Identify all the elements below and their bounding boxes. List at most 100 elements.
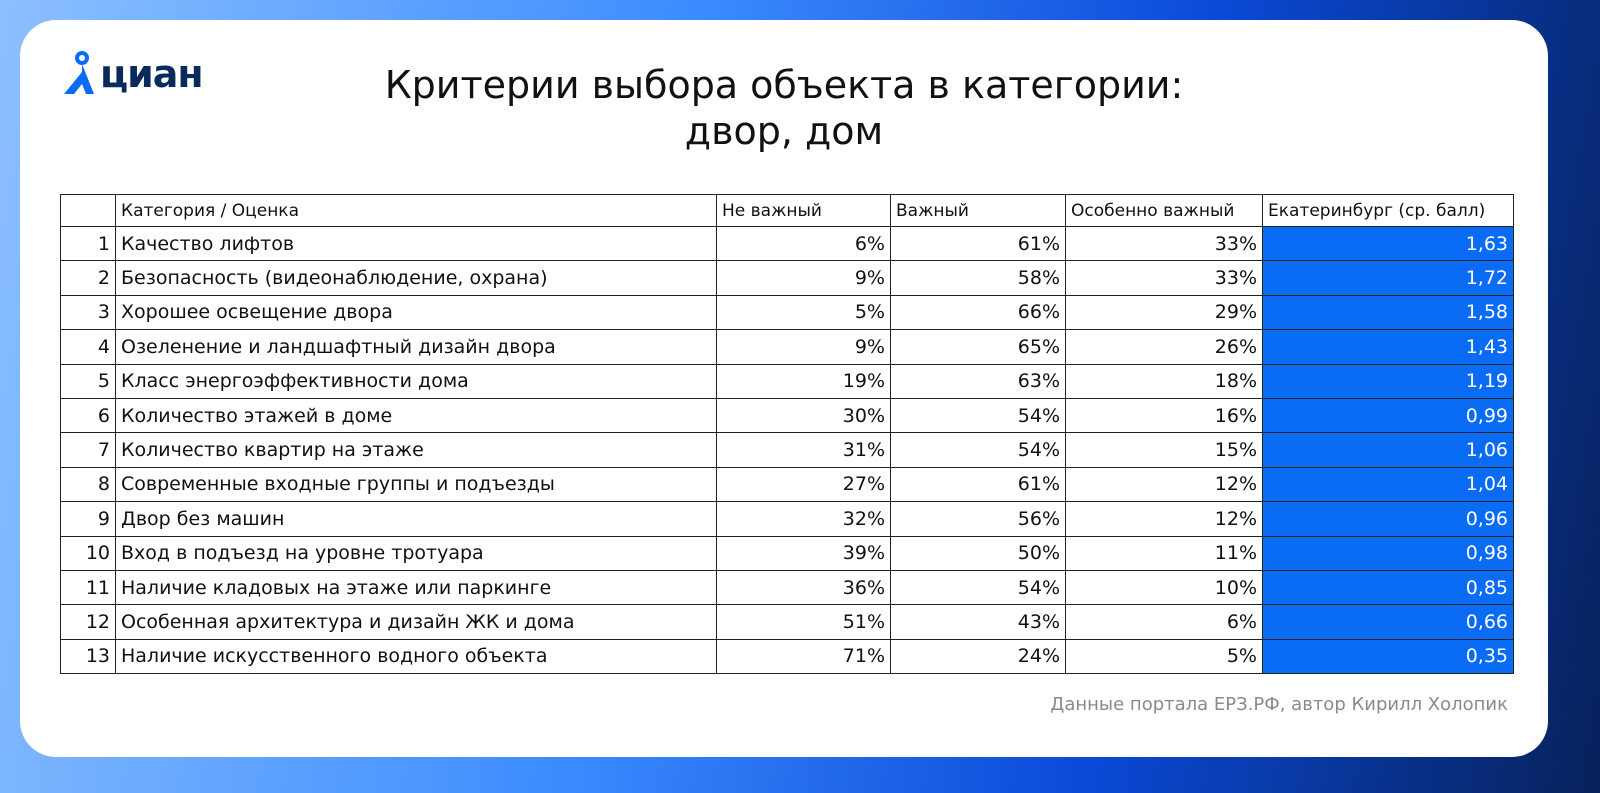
table-cell: 19%	[716, 363, 891, 399]
table-cell: 33%	[1065, 260, 1263, 296]
table-cell: 0,85	[1262, 569, 1514, 606]
table-cell: 1	[60, 225, 116, 262]
table-cell: 63%	[890, 363, 1066, 399]
table-cell: 51%	[716, 604, 891, 640]
table-row: 6 Количество этажей в доме 30% 54% 16% 0,99	[60, 397, 1514, 434]
table-cell: Двор без машин	[115, 501, 717, 537]
table-cell: 33%	[1065, 225, 1263, 262]
table-cell: 24%	[890, 638, 1066, 675]
table-cell: 65%	[890, 329, 1066, 365]
card: циан Критерии выбора объекта в категории…	[20, 20, 1548, 757]
table-cell: 36%	[716, 569, 891, 606]
table-cell: 16%	[1065, 397, 1263, 434]
title-line: Критерии выбора объекта в категории:	[384, 63, 1184, 107]
table: Категория / Оценка Не важный Важный Особенн…	[60, 194, 1514, 675]
table-cell: 8	[60, 466, 116, 503]
table-cell: 1,06	[1262, 432, 1514, 468]
table-cell: 6	[60, 397, 116, 434]
table-cell: 6%	[716, 225, 891, 262]
table-cell: 12%	[1065, 466, 1263, 503]
table-row: 1 Качество лифтов 6% 61% 33% 1,63	[60, 225, 1514, 262]
table-cell: 9%	[716, 260, 891, 296]
table-cell: Особенная архитектура и дизайн ЖК и дома	[115, 604, 717, 640]
table-cell: 54%	[890, 569, 1066, 606]
table-cell: 0,96	[1262, 501, 1514, 537]
table-cell: 11%	[1065, 535, 1263, 571]
table-cell: 56%	[890, 501, 1066, 537]
logo-icon	[64, 51, 94, 94]
table-cell: Количество квартир на этаже	[115, 432, 717, 468]
table-row: 7 Количество квартир на этаже 31% 54% 15% 1,0…	[60, 432, 1514, 468]
table-cell: 50%	[890, 535, 1066, 571]
table-cell: Класс энергоэффективности дома	[115, 363, 717, 399]
table-cell: Количество этажей в доме	[115, 397, 717, 434]
table-cell: Хорошее освещение двора	[115, 294, 717, 331]
table-row: 2 Безопасность (видеонаблюдение, охрана) 9…	[60, 260, 1514, 296]
table-cell: 0,66	[1262, 604, 1514, 640]
table-body: Категория / Оценка Не важный Важный Особенн…	[60, 194, 1514, 675]
table-cell: 6%	[1065, 604, 1263, 640]
source: Данные портала ЕРЗ.РФ, автор Кирилл Холо…	[1050, 694, 1508, 715]
table-cell: 30%	[716, 397, 891, 434]
table-cell: 27%	[716, 466, 891, 503]
table-cell: Современные входные группы и подъезды	[115, 466, 717, 503]
table-cell: 5	[60, 363, 116, 399]
table-cell: 0,35	[1262, 638, 1514, 675]
table-cell: 32%	[716, 501, 891, 537]
table-cell: 1,72	[1262, 260, 1514, 296]
table-row: 3 Хорошее освещение двора 5% 66% 29% 1,58	[60, 294, 1514, 331]
table-row: 10 Вход в подъезд на уровне тротуара 39% 50…	[60, 535, 1514, 571]
table-row: 12 Особенная архитектура и дизайн ЖК и до…	[60, 604, 1514, 640]
table-cell: 0,98	[1262, 535, 1514, 571]
table-cell: 31%	[716, 432, 891, 468]
table-row: 13 Наличие искусственного водного объекта…	[60, 638, 1514, 675]
table-cell: 43%	[890, 604, 1066, 640]
header-cell: Особенно важный	[1065, 194, 1263, 227]
header-row: Категория / Оценка Не важный Важный Особенн…	[60, 194, 1514, 227]
table-cell: 1,63	[1262, 225, 1514, 262]
table-cell: Безопасность (видеонаблюдение, охрана)	[115, 260, 717, 296]
table-cell: 11	[60, 569, 116, 606]
table-cell: 1,43	[1262, 329, 1514, 365]
table-cell: 9%	[716, 329, 891, 365]
table-row: 4 Озеленение и ландшафтный дизайн двора 9%…	[60, 329, 1514, 365]
table-cell: 1,19	[1262, 363, 1514, 399]
table-row: 11 Наличие кладовых на этаже или паркинге…	[60, 569, 1514, 606]
header-cell: Не важный	[716, 194, 891, 227]
table-cell: 12	[60, 604, 116, 640]
table-cell: 5%	[1065, 638, 1263, 675]
table-cell: Наличие кладовых на этаже или паркинге	[115, 569, 717, 606]
table-cell: 71%	[716, 638, 891, 675]
table-cell: 4	[60, 329, 116, 365]
header-cell: Важный	[890, 194, 1066, 227]
title-line: двор, дом	[684, 109, 884, 153]
table-cell: 12%	[1065, 501, 1263, 537]
table-cell: 58%	[890, 260, 1066, 296]
table-cell: 18%	[1065, 363, 1263, 399]
table-cell: 29%	[1065, 294, 1263, 331]
table-cell: 1,04	[1262, 466, 1514, 503]
table-cell: Вход в подъезд на уровне тротуара	[115, 535, 717, 571]
table-cell: 61%	[890, 466, 1066, 503]
table-cell: 3	[60, 294, 116, 331]
table-cell: Озеленение и ландшафтный дизайн двора	[115, 329, 717, 365]
table-cell: 10%	[1065, 569, 1263, 606]
table-cell: 39%	[716, 535, 891, 571]
logo: циан	[60, 50, 204, 98]
table-cell: 13	[60, 638, 116, 675]
table-cell: 0,99	[1262, 397, 1514, 434]
table-cell: 15%	[1065, 432, 1263, 468]
table-cell: 66%	[890, 294, 1066, 331]
table-cell: Наличие искусственного водного объекта	[115, 638, 717, 675]
title: Критерии выбора объекта в категории: дво…	[20, 62, 1548, 154]
table-cell: 10	[60, 535, 116, 571]
table-cell: 1,58	[1262, 294, 1514, 331]
table-cell: 9	[60, 501, 116, 537]
logo-text: циан	[100, 52, 204, 96]
table-cell: 61%	[890, 225, 1066, 262]
table-cell: 7	[60, 432, 116, 468]
header-cell: Категория / Оценка	[115, 194, 717, 227]
header-cell: Екатеринбург (ср. балл)	[1262, 194, 1514, 227]
table-cell: 54%	[890, 397, 1066, 434]
